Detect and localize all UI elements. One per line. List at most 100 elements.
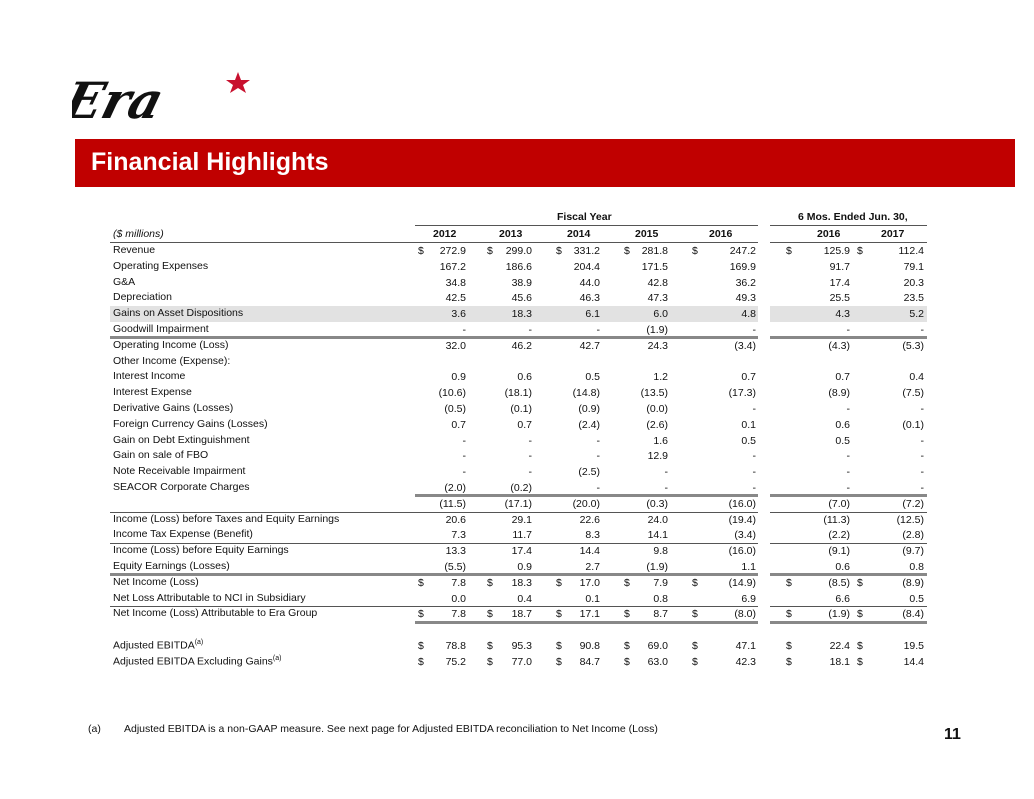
cell-2012: 7.8 — [451, 576, 466, 589]
table-row: Depreciation 42.5 45.6 46.3 47.3 49.3 25.5 23.5 — [110, 290, 928, 306]
currency-symbol: $ — [857, 640, 863, 652]
cell-2013: 11.7 — [512, 529, 532, 542]
cell-2014: 14.4 — [579, 545, 600, 558]
row-label: Interest Expense — [113, 386, 192, 398]
row-label-text: Depreciation — [113, 291, 172, 304]
cell-2013: 17.4 — [511, 545, 532, 558]
row-label: Gain on sale of FBO — [113, 449, 208, 461]
cell-2013: 186.6 — [505, 260, 532, 273]
cell-2012: (2.0) — [444, 482, 466, 494]
cell-2014: 84.7 — [579, 655, 600, 668]
cell-2017: - — [920, 450, 925, 463]
table-row: Gains on Asset Dispositions 3.6 18.3 6.1 6.0… — [110, 306, 928, 322]
table-row: Other Income (Expense): — [110, 354, 928, 370]
cell-2016: (14.9) — [728, 576, 756, 589]
cell-2016: (3.4) — [734, 529, 756, 542]
divider — [770, 621, 927, 625]
cell-2017: - — [920, 434, 925, 447]
cell-2013: 77.0 — [511, 655, 532, 668]
currency-symbol: $ — [857, 608, 863, 621]
cell-2016: 0.5 — [741, 434, 756, 447]
cell-2017: (7.5) — [902, 387, 924, 400]
cell-2016: 36.2 — [735, 276, 756, 289]
fiscal-year-header: Fiscal Year — [557, 211, 612, 223]
row-label: Net Loss Attributable to NCI in Subsidia… — [113, 592, 306, 604]
cell-2016: 0.7 — [835, 371, 850, 384]
cell-2012: 0.7 — [451, 418, 466, 431]
currency-symbol: $ — [487, 245, 493, 257]
cell-2015: 281.8 — [641, 245, 668, 257]
cell-2013: - — [528, 466, 533, 479]
row-label-text: Adjusted EBITDA Excluding Gains — [113, 655, 273, 668]
cell-2016: 42.3 — [735, 655, 756, 668]
cell-2014: 0.5 — [585, 371, 600, 384]
row-label: Adjusted EBITDA Excluding Gains(a) — [113, 655, 281, 668]
cell-2012: - — [462, 466, 467, 479]
cell-2013: 0.9 — [517, 561, 532, 573]
cell-2016: 0.6 — [835, 418, 850, 431]
cell-2012: 20.6 — [445, 513, 466, 526]
cell-2012: 75.2 — [445, 655, 466, 668]
currency-symbol: $ — [786, 655, 792, 668]
cell-2017: 20.3 — [903, 276, 924, 289]
cell-2015: 8.7 — [653, 608, 668, 621]
cell-2016: 17.4 — [829, 276, 850, 289]
cell-2016: - — [846, 482, 851, 494]
row-label-text: Interest Income — [113, 370, 186, 383]
cell-2016: 247.2 — [729, 245, 756, 257]
row-label-text: Income (Loss) before Taxes and Equity Ea… — [113, 512, 340, 525]
cell-2016: - — [752, 466, 757, 479]
six-months-header: 6 Mos. Ended Jun. 30, — [798, 211, 908, 223]
cell-2016: 4.8 — [741, 308, 756, 321]
cell-2013: 18.7 — [511, 608, 532, 621]
cell-2013: 299.0 — [505, 245, 532, 257]
row-highlight — [110, 306, 758, 322]
cell-2016: 0.7 — [741, 371, 756, 384]
column-header: 2015 — [635, 228, 659, 240]
cell-2012: 272.9 — [439, 245, 466, 257]
cell-2013: 95.3 — [511, 640, 532, 652]
cell-2017: 0.5 — [909, 592, 924, 605]
currency-symbol: $ — [556, 608, 562, 621]
currency-symbol: $ — [692, 576, 698, 589]
row-label: Operating Expenses — [113, 260, 208, 272]
cell-2015: 1.2 — [653, 371, 668, 384]
table-row: Net Income (Loss) 7.8 $18.3 $17.0 $7.9 $ (14.9… — [110, 575, 928, 591]
cell-2016: 125.9 — [823, 245, 850, 257]
page-title: Financial Highlights — [91, 148, 329, 176]
table-row: Income (Loss) before Taxes and Equity Ea… — [110, 512, 928, 528]
footnote-ref: (a) — [194, 639, 204, 646]
cell-2016: - — [846, 403, 851, 415]
cell-2014: 22.6 — [579, 513, 600, 526]
row-label-text: Gains on Asset Dispositions — [113, 307, 244, 320]
footnote-ref: (a) — [272, 654, 282, 662]
row-label: Other Income (Expense): — [113, 355, 230, 367]
cell-2017: (8.9) — [902, 576, 924, 589]
cell-2017: (7.2) — [902, 497, 924, 510]
cell-2013: 0.7 — [517, 418, 532, 431]
row-label: Net Income (Loss) — [113, 576, 199, 588]
divider — [770, 572, 927, 576]
cell-2014: 2.7 — [585, 561, 600, 573]
row-label: Note Receivable Impairment — [113, 465, 245, 477]
row-label: Operating Income (Loss) — [113, 339, 229, 351]
star-icon — [226, 72, 250, 93]
table-row: SEACOR Corporate Charges (2.0) (0.2) - - - - - — [110, 480, 928, 496]
cell-2013: (0.1) — [510, 403, 532, 415]
row-label-text: Operating Expenses — [113, 259, 209, 272]
cell-2017: (0.1) — [902, 418, 924, 431]
cell-2016: (11.3) — [823, 513, 850, 526]
row-label: Depreciation — [113, 291, 172, 303]
table-row: Derivative Gains (Losses) (0.5) (0.1) (0.9)… — [110, 401, 928, 417]
cell-2016: 91.7 — [829, 260, 850, 273]
cell-2017: - — [920, 466, 925, 479]
divider — [770, 543, 927, 545]
cell-2012: - — [462, 324, 467, 336]
divider — [110, 606, 758, 608]
column-header: 2017 — [881, 228, 905, 240]
cell-2016: (8.9) — [828, 387, 850, 400]
cell-2016: 22.4 — [829, 640, 850, 652]
cell-2017: 14.4 — [903, 655, 924, 668]
table-row: G&A 34.8 38.9 44.0 42.8 36.2 17.4 20.3 — [110, 275, 928, 291]
row-label-text: Revenue — [113, 244, 156, 256]
